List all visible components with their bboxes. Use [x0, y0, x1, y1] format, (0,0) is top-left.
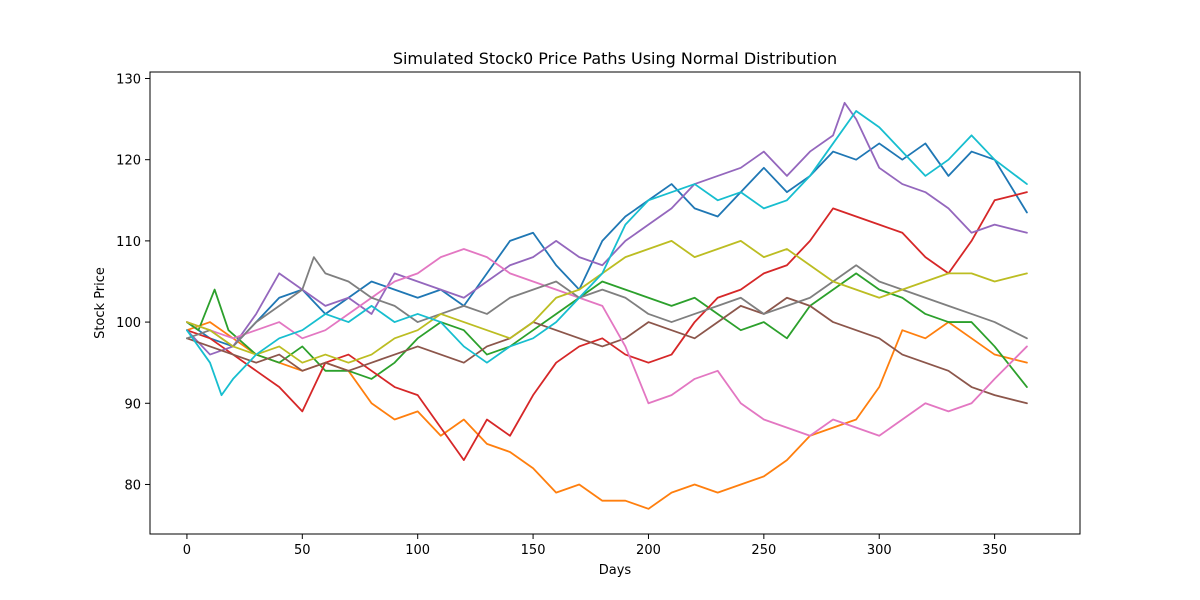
- y-tick-label: 130: [116, 72, 141, 87]
- x-tick-label: 150: [521, 543, 546, 558]
- x-axis-label: Days: [599, 563, 632, 578]
- y-tick-label: 90: [124, 397, 141, 412]
- y-axis: 80 90 100 110 120 130: [116, 72, 150, 493]
- series-line-7: [186, 256, 1028, 348]
- y-tick-label: 100: [116, 316, 141, 331]
- plot-frame: [149, 71, 1081, 535]
- x-tick-label: 350: [982, 543, 1007, 558]
- x-tick-label: 250: [751, 543, 776, 558]
- series-line-2: [186, 272, 1028, 388]
- x-tick-label: 200: [636, 543, 661, 558]
- chart-title: Simulated Stock0 Price Paths Using Norma…: [393, 49, 837, 68]
- x-tick-label: 50: [294, 543, 311, 558]
- y-axis-label: Stock Price: [93, 267, 108, 339]
- x-tick-label: 0: [183, 543, 191, 558]
- series-line-4: [186, 101, 1028, 356]
- y-tick-label: 120: [116, 154, 141, 169]
- x-tick-label: 300: [867, 543, 892, 558]
- series-line-5: [186, 296, 1028, 405]
- y-tick-label: 110: [116, 235, 141, 250]
- series-line-6: [186, 248, 1028, 437]
- series-line-9: [186, 110, 1028, 397]
- y-tick-label: 80: [124, 478, 141, 493]
- x-tick-label: 100: [405, 543, 430, 558]
- x-axis: 0 50 100 150 200 250 300 350: [183, 534, 1007, 558]
- series-layer: [186, 101, 1028, 510]
